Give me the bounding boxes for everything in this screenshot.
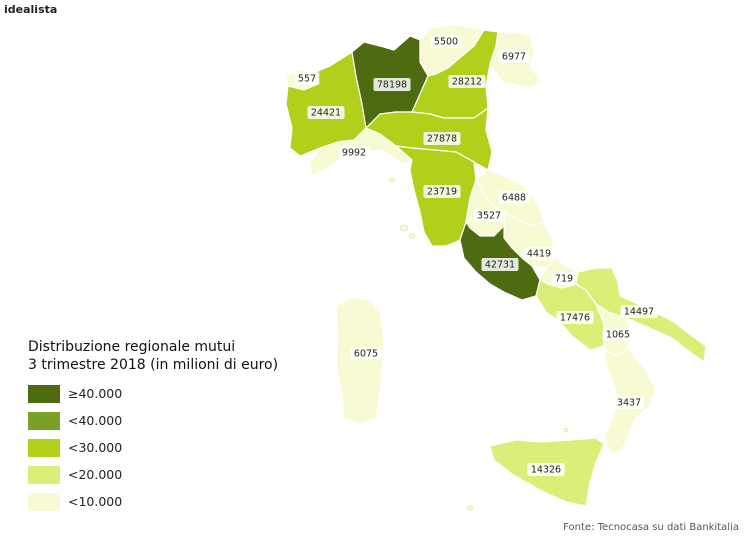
legend-title: Distribuzione regionale mutui 3 trimestr…: [28, 338, 288, 374]
legend-label: ≥40.000: [68, 386, 123, 401]
region-value: 6977: [502, 52, 526, 63]
region-value: 14497: [624, 307, 654, 318]
region-value-box: [294, 72, 320, 85]
region-value-box: [473, 209, 505, 222]
legend-label: <40.000: [68, 413, 123, 428]
legend-title-line1: Distribuzione regionale mutui: [28, 339, 236, 355]
region-value-box: [556, 311, 594, 324]
region-value-label: 14497: [620, 305, 658, 318]
legend-label: <10.000: [68, 494, 123, 509]
legend-swatch: [28, 384, 60, 403]
legend-item: <10.000: [28, 488, 288, 515]
region-value-label: 78198: [373, 78, 411, 91]
region-value-label: 6488: [498, 191, 530, 204]
region-value: 557: [298, 74, 316, 85]
region-value: 27878: [427, 134, 457, 145]
region-value-box: [373, 78, 411, 91]
region-value: 28212: [452, 77, 482, 88]
region-value-box: [613, 396, 645, 409]
region-value: 4419: [527, 249, 551, 260]
region-value: 24421: [311, 108, 341, 119]
region-value-box: [523, 247, 555, 260]
region-value-label: 17476: [556, 311, 594, 324]
region-value: 23719: [427, 187, 457, 198]
region-value: 78198: [377, 80, 407, 91]
region-value-box: [551, 272, 577, 285]
region-value: 9992: [342, 148, 366, 159]
region-value-label: 14326: [527, 463, 565, 476]
legend-swatch: [28, 438, 60, 457]
legend-title-line2: 3 trimestre 2018 (in milioni di euro): [28, 357, 279, 373]
legend-label: <30.000: [68, 440, 123, 455]
region-value: 6075: [354, 349, 378, 360]
region-value-label: 28212: [448, 75, 486, 88]
island-shape: [399, 224, 409, 232]
island-shape: [408, 233, 416, 239]
region-value-label: 3527: [473, 209, 505, 222]
region-value-label: 6075: [350, 347, 382, 360]
region-value-box: [338, 146, 370, 159]
region-value: 42731: [485, 260, 515, 271]
region-value: 17476: [560, 313, 590, 324]
region-value-label: 557: [294, 72, 320, 85]
region-value: 5500: [434, 37, 458, 48]
legend-item: ≥40.000: [28, 380, 288, 407]
region-value-box: [498, 50, 530, 63]
region-value-box: [620, 305, 658, 318]
region-value-box: [527, 463, 565, 476]
region-value-box: [307, 106, 345, 119]
region-value-label: 4419: [523, 247, 555, 260]
region-value-label: 24421: [307, 106, 345, 119]
region-value-box: [350, 347, 382, 360]
region-value: 1065: [606, 330, 630, 341]
legend-swatch: [28, 492, 60, 511]
region-value-box: [430, 35, 462, 48]
region-value-label: 6977: [498, 50, 530, 63]
region-sardegna: [335, 297, 385, 425]
island-shape: [466, 505, 474, 511]
region-value-label: 27878: [423, 132, 461, 145]
region-value: 14326: [531, 465, 561, 476]
legend: Distribuzione regionale mutui 3 trimestr…: [28, 338, 288, 515]
legend-item: <40.000: [28, 407, 288, 434]
region-value: 3437: [617, 398, 641, 409]
region-value-box: [498, 191, 530, 204]
legend-item: <30.000: [28, 434, 288, 461]
region-value-box: [602, 328, 634, 341]
island-shape: [388, 177, 396, 183]
region-value-box: [423, 132, 461, 145]
region-value: 6488: [502, 193, 526, 204]
region-value-label: 23719: [423, 185, 461, 198]
region-value-label: 5500: [430, 35, 462, 48]
island-shape: [563, 427, 569, 433]
region-value-label: 9992: [338, 146, 370, 159]
legend-swatch: [28, 411, 60, 430]
region-value-box: [481, 258, 519, 271]
legend-swatch: [28, 465, 60, 484]
region-value-label: 1065: [602, 328, 634, 341]
region-value: 719: [555, 274, 573, 285]
legend-item: <20.000: [28, 461, 288, 488]
region-value-label: 42731: [481, 258, 519, 271]
source-note: Fonte: Tecnocasa su dati Bankitalia: [563, 522, 739, 533]
region-value-box: [448, 75, 486, 88]
brand-logo: idealista: [4, 3, 58, 16]
region-value-label: 719: [551, 272, 577, 285]
region-value: 3527: [477, 211, 501, 222]
region-value-label: 3437: [613, 396, 645, 409]
region-value-box: [423, 185, 461, 198]
legend-label: <20.000: [68, 467, 123, 482]
